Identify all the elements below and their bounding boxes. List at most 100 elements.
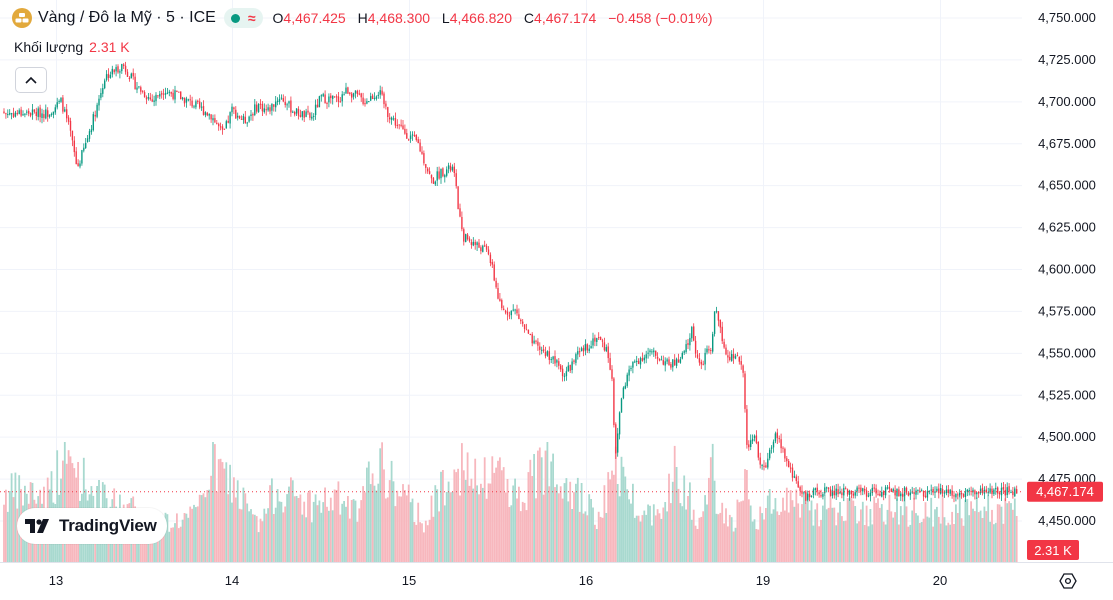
volume-bar: [810, 500, 813, 562]
volume-bar: [641, 515, 644, 562]
volume-bar: [580, 483, 583, 562]
candle-body: [453, 166, 455, 173]
volume-bar: [316, 505, 319, 562]
candle-body: [1000, 487, 1003, 496]
volume-bar: [415, 524, 418, 562]
candle-body: [444, 175, 446, 178]
candle-body: [470, 242, 473, 245]
volume-bar: [164, 512, 167, 562]
volume-bar: [531, 476, 534, 562]
volume-bar: [645, 514, 648, 562]
candle-body: [75, 151, 77, 165]
candle-body: [417, 139, 419, 144]
candle-body: [109, 74, 112, 78]
candle-body: [248, 116, 250, 122]
volume-bar: [291, 480, 294, 562]
candle-body: [423, 153, 425, 164]
volume-bar: [711, 443, 714, 562]
candle-body: [383, 93, 385, 105]
symbol-title[interactable]: Vàng / Đô la Mỹ · 5 · ICE: [38, 9, 216, 26]
candle-body: [837, 489, 839, 495]
candle-body: [273, 104, 275, 107]
candle-body: [54, 107, 56, 113]
volume-bar: [385, 498, 387, 562]
candle-body: [390, 117, 393, 121]
candle-body: [751, 438, 754, 442]
volume-bar: [436, 489, 439, 562]
candle-body: [839, 492, 841, 494]
candle-body: [789, 467, 792, 469]
candle-body: [176, 91, 178, 92]
volume-bar: [563, 483, 566, 562]
candle-body: [421, 151, 423, 154]
candle-body: [81, 150, 83, 164]
volume-bar: [274, 507, 277, 562]
volume-bar: [998, 504, 1001, 562]
candle-body: [495, 280, 497, 288]
volume-bar: [386, 497, 389, 562]
volume-bar: [664, 502, 667, 562]
candle-body: [677, 359, 680, 363]
candle-body: [778, 438, 780, 440]
candle-body: [419, 142, 421, 152]
candle-body: [978, 492, 980, 494]
candle-body: [628, 369, 630, 376]
volume-bar: [276, 489, 279, 562]
price-tick-label: 4,550.000: [1038, 345, 1096, 360]
volume-bar: [176, 513, 178, 562]
candle-body: [200, 106, 203, 108]
candle-body: [993, 489, 995, 495]
chart-settings-button[interactable]: [1057, 570, 1079, 592]
candle-body: [50, 113, 53, 115]
volume-bar: [198, 494, 201, 562]
volume-bar: [683, 475, 686, 562]
tradingview-logo[interactable]: TradingView: [17, 508, 167, 544]
collapse-legend-button[interactable]: [15, 67, 47, 93]
candle-body: [22, 114, 24, 116]
candle-body: [645, 354, 647, 359]
candle-body: [18, 110, 20, 114]
volume-bar: [462, 470, 465, 562]
candle-body: [238, 116, 241, 119]
time-axis[interactable]: 13 14 15 16 19 20: [49, 573, 947, 588]
candle-body: [609, 358, 611, 370]
volume-bar: [652, 504, 655, 562]
volume-bar: [571, 509, 573, 562]
candle-body: [761, 465, 763, 466]
volume-bar: [751, 521, 754, 562]
volume-bar: [521, 501, 524, 562]
candle-body: [250, 114, 252, 116]
candle-body: [860, 487, 862, 491]
candle-body: [85, 142, 87, 148]
volume-bar: [784, 510, 786, 562]
price-axis[interactable]: 4,450.0004,475.0004,500.0004,525.0004,55…: [1038, 10, 1096, 528]
candle-body: [746, 409, 748, 445]
candle-body: [96, 104, 98, 117]
volume-bar: [271, 478, 273, 562]
candle-body: [309, 113, 311, 118]
volume-bar: [708, 477, 710, 562]
volume-bar: [341, 503, 344, 562]
candle-body: [582, 347, 585, 352]
volume-bar: [337, 481, 340, 562]
volume-bar: [375, 490, 378, 562]
volume-bar: [265, 513, 268, 562]
candle-body: [303, 110, 305, 118]
volume-bar: [575, 483, 577, 562]
candle-body: [932, 489, 934, 493]
volume-legend[interactable]: Khối lượng 2.31 K: [14, 39, 130, 55]
volume-bar: [227, 494, 230, 562]
candle-body: [962, 494, 965, 497]
candle-body: [368, 101, 370, 103]
logo-text: TradingView: [59, 516, 157, 535]
volume-bar: [620, 456, 623, 562]
candle-body: [219, 126, 222, 128]
market-status-pill[interactable]: ≈: [223, 8, 263, 28]
candle-body: [655, 350, 657, 356]
volume-bar: [193, 504, 195, 562]
candle-body: [797, 481, 799, 488]
candle-body: [788, 461, 790, 468]
volume-bar: [263, 508, 266, 562]
candle-body: [617, 433, 619, 453]
